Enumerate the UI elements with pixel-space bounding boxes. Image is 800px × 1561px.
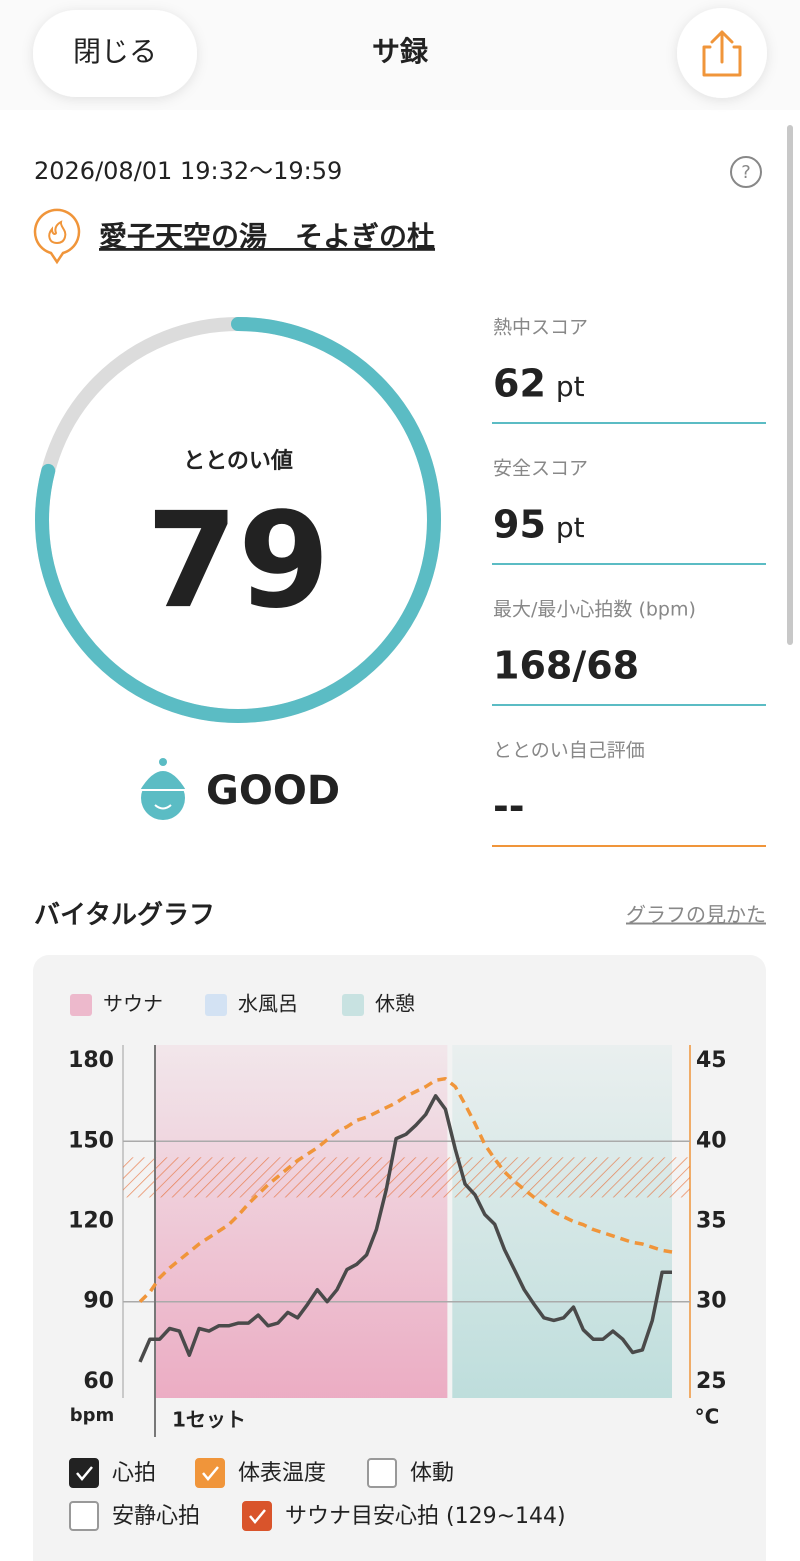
checkmark	[202, 1466, 219, 1481]
y-tick-label: 120	[68, 1209, 114, 1234]
y2-tick-label: 45	[696, 1048, 727, 1073]
y-tick-label: 90	[83, 1289, 114, 1314]
checkbox	[69, 1501, 99, 1531]
phase-region	[154, 1045, 448, 1398]
y-tick-label: 150	[68, 1128, 114, 1153]
facility-link[interactable]: 愛子天空の湯 そよぎの杜	[99, 220, 435, 253]
checkbox	[69, 1458, 99, 1488]
stat-label: 安全スコア	[493, 458, 588, 480]
score-value: 79	[146, 484, 330, 638]
legend-swatch	[342, 994, 364, 1016]
legend-swatch	[205, 994, 227, 1016]
y2-tick-label: 40	[696, 1128, 727, 1153]
legend-label: 水風呂	[238, 992, 298, 1016]
stat-value: 95	[493, 503, 546, 547]
smile	[154, 804, 172, 810]
stat-value: 62	[493, 362, 546, 406]
chart: サウナ 水風呂 休憩 60 90 120 150 180 25 30 35 40 45 bpm °C 1セット…	[68, 992, 727, 1531]
scrollbar	[787, 125, 793, 645]
toggle-label: 心拍	[112, 1461, 156, 1486]
toggle-label: 安静心拍	[112, 1504, 200, 1529]
help-icon-mark: ?	[741, 162, 751, 183]
graph-help-link[interactable]: グラフの見かた	[626, 903, 766, 927]
heart-rate-line	[138, 1094, 672, 1363]
legend-swatch	[70, 994, 92, 1016]
legend-label: サウナ	[103, 992, 163, 1016]
graph-title: バイタルグラフ	[34, 901, 215, 931]
pin-outline	[33, 208, 81, 265]
share-icon	[702, 30, 742, 77]
target-band	[123, 1157, 690, 1198]
close-button[interactable]: 閉じる	[33, 10, 197, 97]
hat	[137, 769, 189, 791]
close-label[interactable]: 閉じる	[73, 35, 157, 68]
toggle-label: 体表温度	[238, 1461, 326, 1486]
stat-value: 168/68	[493, 644, 639, 688]
hat-top	[159, 758, 167, 766]
phase-region	[452, 1045, 672, 1398]
session-datetime: 2026/08/01 19:32〜19:59	[34, 157, 342, 185]
toggle-label: サウナ目安心拍 (129~144)	[285, 1504, 566, 1529]
checkbox	[367, 1458, 397, 1488]
stat-label: ととのい自己評価	[493, 740, 645, 762]
help-icon	[730, 156, 762, 188]
toggle[interactable]: サウナ目安心拍 (129~144)	[242, 1501, 566, 1531]
toggle-label: 体動	[410, 1461, 454, 1486]
toggle[interactable]: 体動	[367, 1458, 454, 1488]
y2-unit: °C	[695, 1405, 720, 1429]
gauge-arc	[35, 317, 441, 723]
toggle[interactable]: 体表温度	[195, 1458, 326, 1488]
y-unit: bpm	[70, 1405, 115, 1426]
checkbox	[242, 1501, 272, 1531]
stat-label: 最大/最小心拍数 (bpm)	[493, 599, 696, 621]
toggle[interactable]: 安静心拍	[69, 1501, 200, 1531]
stat-value: --	[493, 785, 525, 829]
checkmark	[249, 1509, 266, 1524]
y2-tick-label: 30	[696, 1289, 727, 1314]
share-button[interactable]	[677, 8, 767, 98]
toggle[interactable]: 心拍	[69, 1458, 156, 1488]
facility-icon	[33, 208, 81, 265]
legend-label: 休憩	[375, 992, 415, 1016]
checkmark	[76, 1466, 93, 1481]
stat-label: 熱中スコア	[493, 317, 588, 339]
score-label: ととのい値	[183, 449, 293, 474]
stat-unit: pt	[556, 370, 585, 403]
screen-title: サ録	[372, 35, 429, 68]
temperature-line	[138, 1076, 673, 1303]
stats: 熱中スコア 62 pt 安全スコア 95 pt 最大/最小心拍数 (bpm) 168/68 とと…	[492, 317, 766, 847]
rating-icon	[137, 758, 189, 820]
stat-unit: pt	[556, 511, 585, 544]
close-button-bg	[33, 10, 197, 97]
help-button[interactable]: ?	[730, 156, 762, 188]
y-tick-label: 60	[83, 1369, 114, 1394]
y2-tick-label: 25	[696, 1369, 727, 1394]
y-tick-label: 180	[68, 1048, 114, 1073]
flame	[48, 220, 67, 245]
set-label: 1セット	[172, 1408, 246, 1432]
rating: GOOD	[206, 768, 340, 814]
y2-tick-label: 35	[696, 1209, 727, 1234]
checkbox	[195, 1458, 225, 1488]
